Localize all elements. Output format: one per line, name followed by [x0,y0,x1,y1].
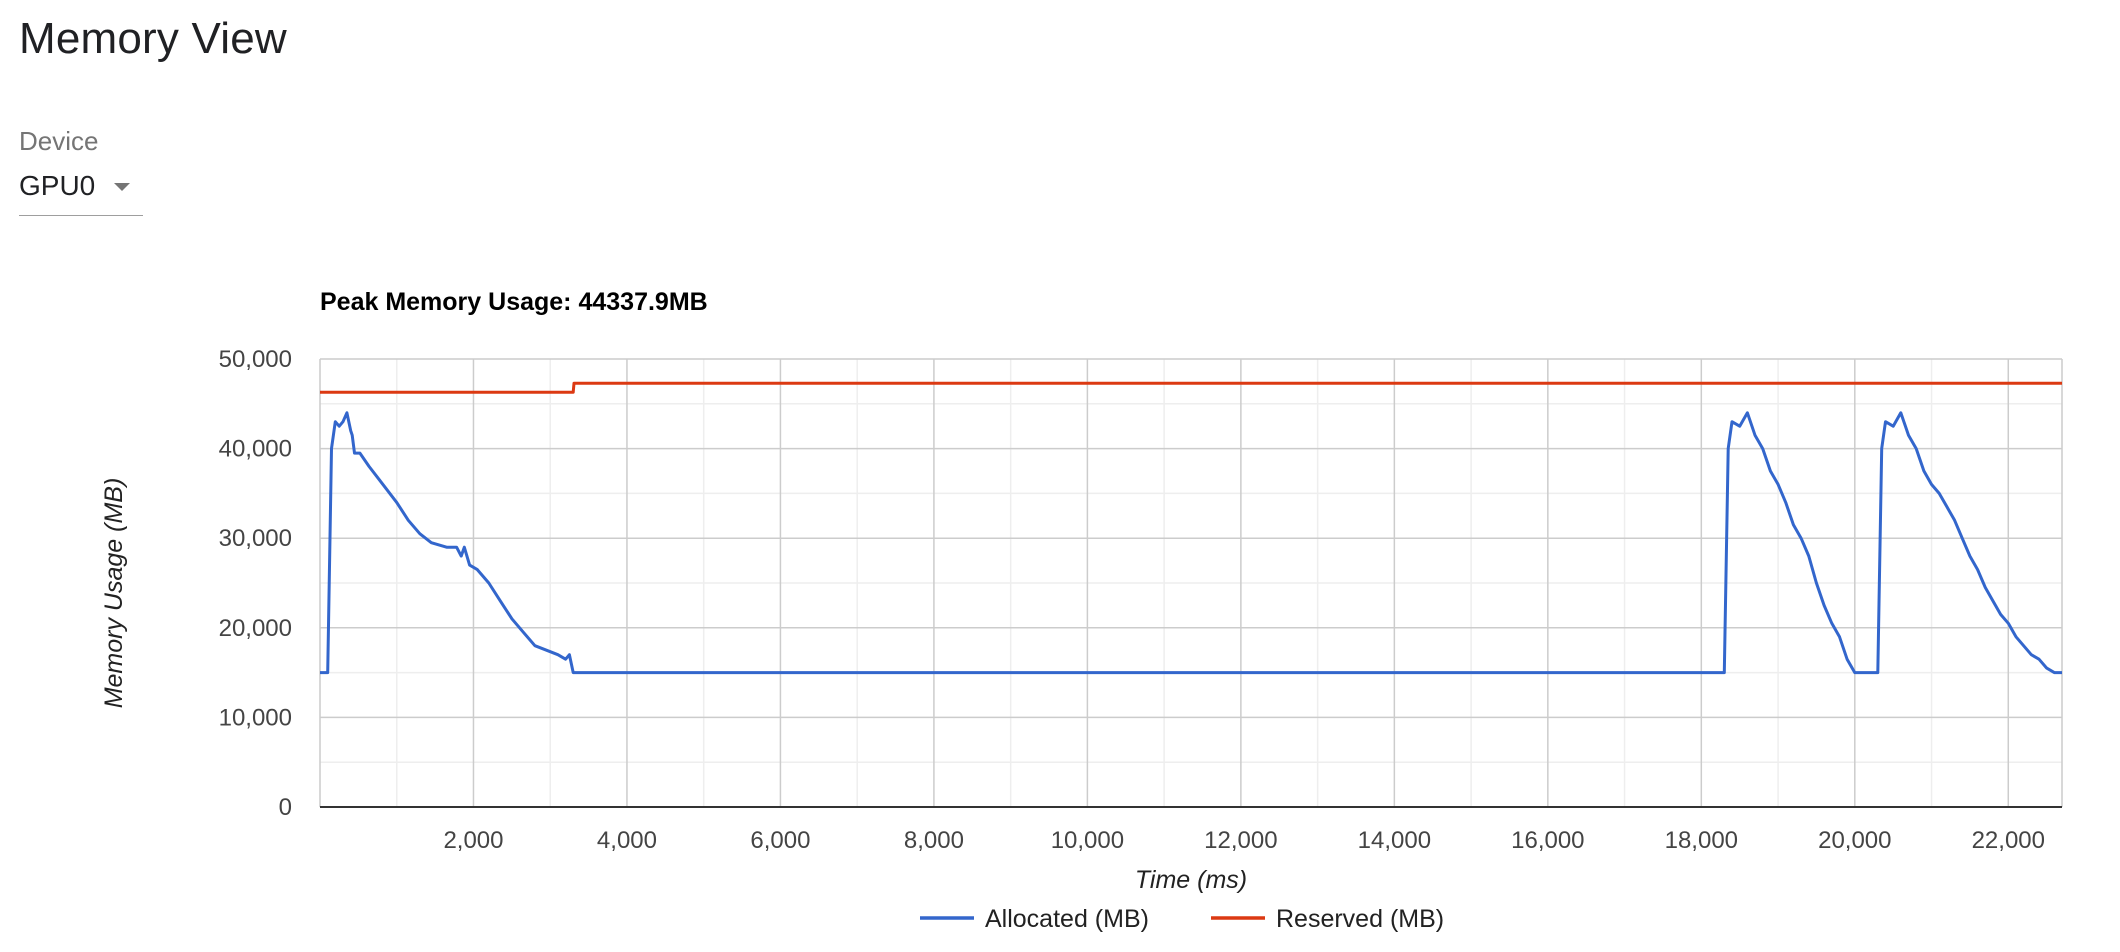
device-dropdown[interactable]: GPU0 [19,166,143,216]
dropdown-arrow-icon [114,183,130,191]
x-tick-label: 16,000 [1511,827,1584,854]
major-gridlines [319,358,2063,807]
y-tick-label: 50,000 [219,346,292,373]
x-tick-label: 18,000 [1665,827,1738,854]
y-tick-label: 10,000 [219,704,292,731]
chart-title: Peak Memory Usage: 44337.9MB [320,288,708,316]
y-axis-title: Memory Usage (MB) [100,478,128,709]
x-tick-label: 22,000 [1972,827,2045,854]
x-tick-label: 6,000 [750,827,810,854]
y-tick-label: 30,000 [219,525,292,552]
page-title: Memory View [19,14,287,63]
x-tick-label: 12,000 [1204,827,1277,854]
x-tick-label: 14,000 [1358,827,1431,854]
y-tick-label: 20,000 [219,615,292,642]
x-axis-ticks: 2,000 4,000 6,000 8,000 10,000 12,000 14,000 16… [443,827,2045,854]
x-tick-label: 8,000 [904,827,964,854]
legend-label: Reserved (MB) [1276,905,1444,933]
series-line-reserved-mb [320,381,2062,394]
x-tick-label: 10,000 [1051,827,1124,854]
series-layer [320,381,2062,675]
minor-gridlines [320,359,2062,807]
device-selected-value: GPU0 [19,170,96,201]
chart-legend: Allocated (MB) Reserved (MB) [920,905,1444,933]
y-tick-label: 40,000 [219,436,292,463]
x-tick-label: 2,000 [443,827,503,854]
x-axis-title: Time (ms) [1135,866,1247,894]
x-tick-label: 4,000 [597,827,657,854]
device-label: Device [19,126,99,156]
x-tick-label: 20,000 [1818,827,1891,854]
y-axis-ticks: 0 10,000 20,000 30,000 40,000 50,000 [219,346,292,821]
legend-label: Allocated (MB) [985,905,1149,933]
y-tick-label: 0 [279,794,292,821]
series-line-allocated-mb [320,411,2062,675]
